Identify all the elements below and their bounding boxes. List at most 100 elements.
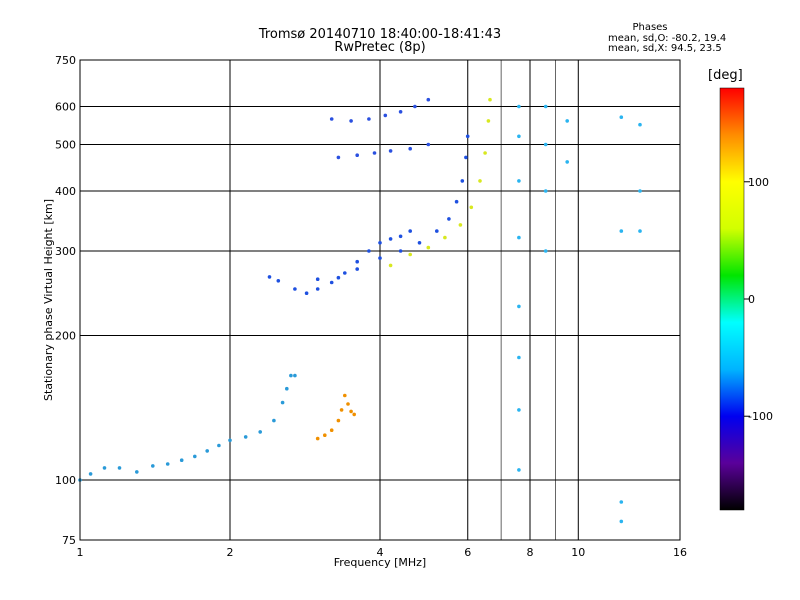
data-point [276, 279, 281, 283]
data-point [426, 245, 431, 250]
data-point [272, 418, 276, 423]
data-point [517, 355, 521, 360]
x-axis-label: Frequency [MHz] [333, 556, 427, 569]
data-point [258, 430, 263, 434]
data-point [88, 472, 93, 476]
data-point [293, 287, 297, 291]
data-point [165, 462, 170, 466]
data-point [517, 104, 521, 109]
data-point [205, 449, 209, 453]
data-point [388, 149, 393, 153]
data-point [417, 241, 422, 245]
phases-stats-o: mean, sd,O: -80.2, 19.4 [608, 33, 727, 44]
data-point [336, 155, 341, 160]
data-point [323, 433, 327, 438]
y-tick-label: 75 [62, 534, 76, 547]
data-point [486, 119, 491, 123]
data-point [464, 155, 468, 160]
data-point [435, 229, 439, 233]
data-points [78, 97, 642, 524]
data-point [304, 291, 309, 296]
data-point [285, 386, 289, 391]
data-point [102, 466, 107, 470]
data-point [469, 205, 474, 210]
data-point [349, 119, 353, 123]
data-point [315, 277, 320, 282]
data-point [372, 151, 377, 155]
data-point [355, 267, 360, 271]
data-point [378, 241, 382, 245]
data-point [151, 464, 155, 468]
data-point [315, 436, 320, 441]
chart-title: Tromsø 20140710 18:40:00-18:41:43 [258, 27, 502, 42]
data-point [217, 443, 221, 448]
data-point [517, 179, 521, 183]
data-point [543, 104, 548, 109]
data-point [329, 117, 334, 121]
data-point [408, 146, 413, 151]
data-point [398, 234, 403, 239]
data-point [543, 189, 548, 193]
grid [80, 60, 680, 540]
data-point [346, 402, 350, 406]
data-point [336, 275, 341, 280]
data-point [398, 249, 403, 253]
data-point [367, 249, 371, 253]
data-point [367, 117, 371, 121]
data-point [638, 229, 642, 233]
data-point [388, 237, 393, 241]
data-point [336, 418, 341, 423]
data-point [619, 519, 624, 524]
data-point [426, 142, 431, 147]
y-tick-label: 200 [55, 330, 76, 343]
data-point [478, 179, 482, 183]
data-point [355, 153, 360, 157]
data-point [408, 252, 413, 257]
data-point [619, 229, 624, 233]
data-point [517, 408, 521, 412]
phases-stats-x: mean, sd,X: 94.5, 23.5 [608, 43, 722, 54]
colorbar-tick-label: 100 [748, 176, 769, 189]
data-point [280, 400, 285, 405]
data-point [408, 229, 413, 233]
x-tick-label: 10 [571, 546, 585, 559]
colorbar-title: [deg] [708, 68, 743, 83]
data-point [343, 271, 347, 275]
x-tick-label: 16 [673, 546, 687, 559]
y-tick-label: 750 [55, 54, 76, 67]
data-point [413, 104, 417, 109]
data-point [293, 373, 297, 378]
data-point [619, 115, 624, 119]
x-tick-label: 8 [527, 546, 534, 559]
data-point [619, 500, 624, 504]
phases-stats-title: Phases [632, 22, 668, 33]
data-point [543, 249, 548, 253]
chart-subtitle: RwPretec (8p) [334, 40, 426, 55]
data-point [315, 287, 320, 291]
data-point [483, 151, 487, 155]
data-point [517, 304, 521, 309]
data-point [565, 160, 569, 164]
x-tick-label: 1 [77, 546, 84, 559]
data-point [565, 119, 569, 123]
data-point [517, 134, 521, 139]
data-point [638, 122, 642, 127]
data-point [378, 256, 382, 260]
colorbar-tick-label: -100 [748, 410, 773, 423]
data-point [443, 235, 447, 240]
data-point [488, 97, 492, 102]
data-point [454, 199, 459, 204]
data-point [135, 470, 139, 474]
plot-frame [79, 59, 681, 541]
data-point [289, 373, 293, 378]
colorbar-gradient [719, 87, 745, 511]
data-point [352, 412, 357, 417]
y-tick-label: 600 [55, 101, 76, 114]
data-point [460, 179, 465, 183]
colorbar-tick-label: 0 [748, 293, 755, 306]
data-point [426, 97, 431, 102]
data-point [458, 223, 463, 227]
data-point [638, 189, 642, 193]
